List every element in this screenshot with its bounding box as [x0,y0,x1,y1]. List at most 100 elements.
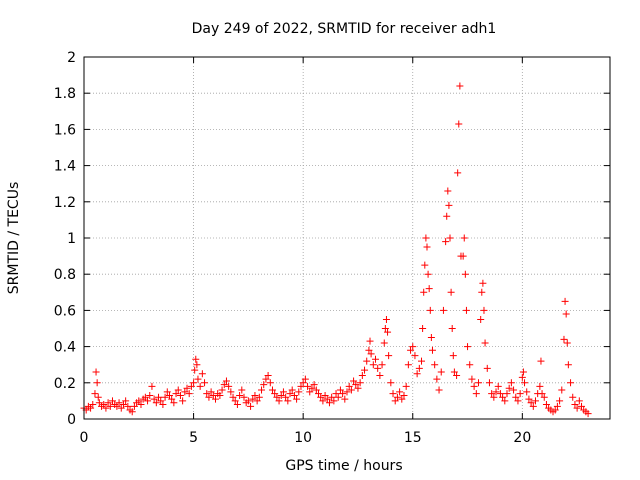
data-point [384,328,392,336]
data-point [567,379,575,387]
data-point [385,352,393,360]
y-tick-label: 0.4 [54,340,76,356]
data-point [523,388,531,396]
data-point [466,361,474,369]
data-point [192,355,200,363]
data-point [418,357,426,365]
data-point [479,279,487,287]
data-point [150,395,158,403]
data-point [573,404,581,412]
data-point [411,352,419,360]
x-axis-label: GPS time / hours [285,458,402,474]
y-tick-label: 0 [67,412,76,428]
data-point [179,397,187,405]
y-tick-label: 0.2 [54,376,76,392]
data-point [198,370,206,378]
data-point [231,397,239,405]
data-point [236,391,244,399]
data-point [521,379,529,387]
data-point [321,391,329,399]
data-point [207,388,215,396]
data-point [347,386,355,394]
data-point [130,402,138,410]
data-point [152,399,160,407]
data-point [176,391,184,399]
grid-lines [84,57,610,419]
data-point [376,372,384,380]
data-point [454,169,462,177]
data-point [527,399,535,407]
data-point [428,346,436,354]
data-point [117,404,125,412]
data-point [537,357,545,365]
data-point [404,361,412,369]
data-point [507,379,515,387]
data-point [575,397,583,405]
data-point [196,382,204,390]
data-point [185,390,193,398]
data-point [369,361,377,369]
data-point [516,390,524,398]
data-point [341,395,349,403]
data-point [420,288,428,296]
data-point [409,343,417,351]
data-point [525,395,533,403]
data-point [225,382,233,390]
data-point [503,390,511,398]
data-point [277,391,285,399]
data-point [108,397,116,405]
x-tick-label: 20 [513,430,531,446]
data-point [146,391,154,399]
data-point [578,402,586,410]
data-point [536,382,544,390]
y-tick-label: 1.8 [54,86,76,102]
data-point [393,393,401,401]
data-point [275,397,283,405]
data-point [95,399,103,407]
data-point [253,397,261,405]
data-point [531,397,539,405]
data-point [540,393,548,401]
data-point [279,388,287,396]
y-tick-label: 0.8 [54,267,76,283]
data-point [247,402,255,410]
data-point [128,408,136,416]
data-point [423,243,431,251]
data-point [569,393,577,401]
data-point [312,386,320,394]
data-point [159,401,167,409]
data-point [113,402,121,410]
data-point [514,397,522,405]
data-point [459,252,467,260]
data-point [363,357,371,365]
data-point [106,402,114,410]
data-point [308,384,316,392]
data-point [100,401,108,409]
data-point [350,377,358,385]
x-tick-label: 0 [80,430,89,446]
data-point [358,372,366,380]
data-point [301,375,309,383]
data-point [144,397,152,405]
data-point [183,384,191,392]
data-point [332,390,340,398]
data-point [165,391,173,399]
data-point [490,393,498,401]
data-point [104,399,112,407]
data-point [220,381,228,389]
data-point [266,379,274,387]
data-point [496,390,504,398]
data-point [222,377,230,385]
data-point [345,382,353,390]
data-point [293,395,301,403]
data-point [181,388,189,396]
data-point [238,386,246,394]
data-point [170,399,178,407]
y-tick-label: 1.2 [54,195,76,211]
data-point [584,410,592,418]
data-point [122,397,130,405]
data-point [562,310,570,318]
data-point [317,393,325,401]
